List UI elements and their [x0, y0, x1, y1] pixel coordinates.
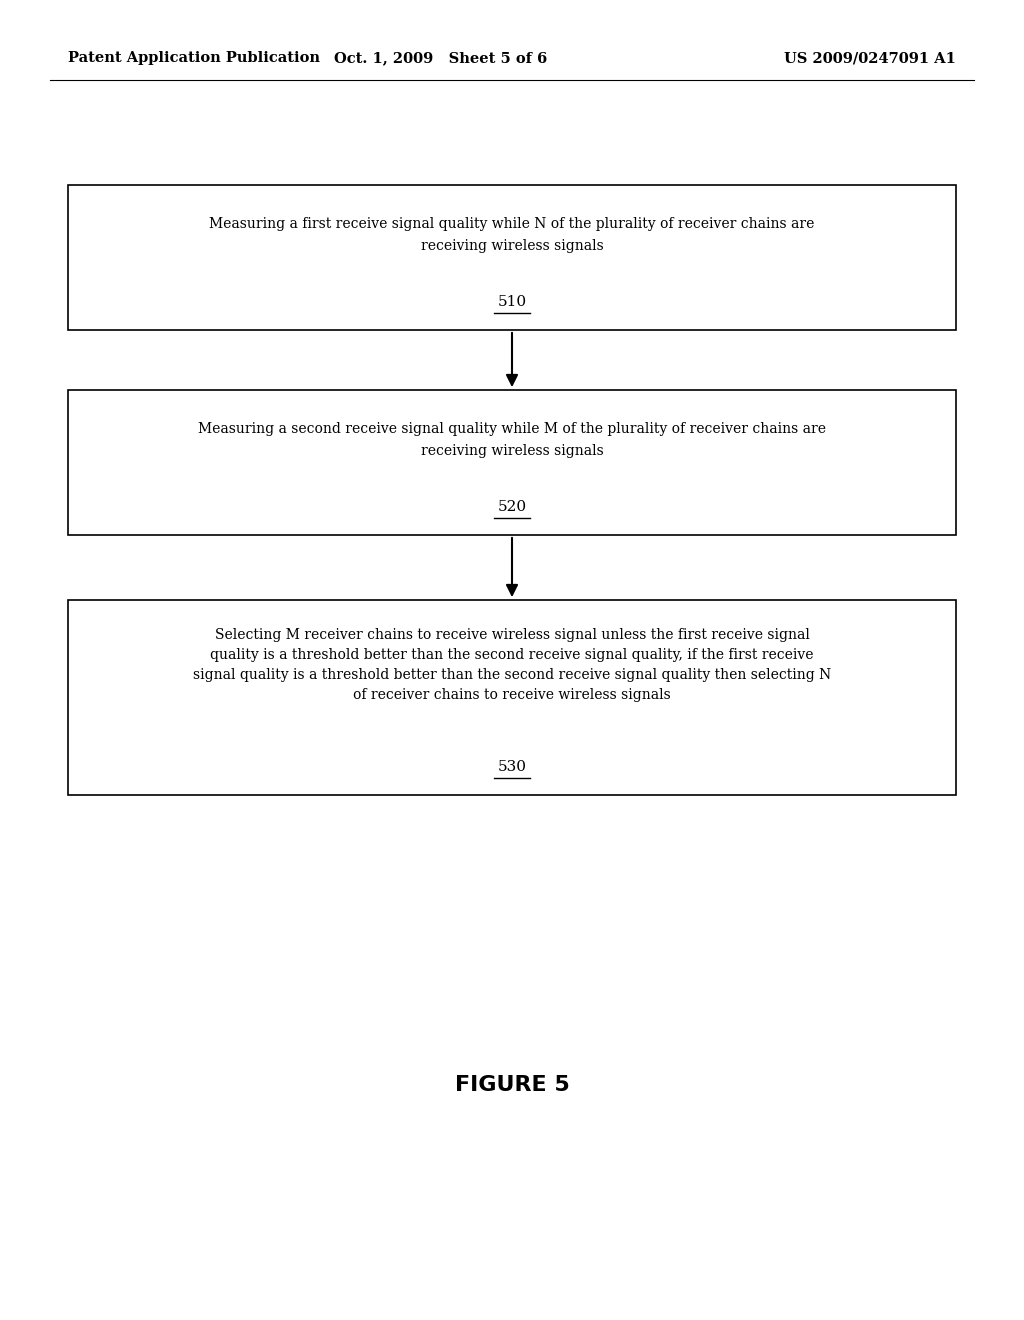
Bar: [68, 185, 956, 330]
Text: of receiver chains to receive wireless signals: of receiver chains to receive wireless s…: [353, 688, 671, 702]
Text: 520: 520: [498, 500, 526, 513]
Text: Oct. 1, 2009   Sheet 5 of 6: Oct. 1, 2009 Sheet 5 of 6: [334, 51, 547, 65]
Text: Selecting M receiver chains to receive wireless signal unless the first receive : Selecting M receiver chains to receive w…: [215, 628, 809, 642]
Text: FIGURE 5: FIGURE 5: [455, 1074, 569, 1096]
Text: Measuring a first receive signal quality while N of the plurality of receiver ch: Measuring a first receive signal quality…: [209, 216, 815, 231]
Text: 510: 510: [498, 294, 526, 309]
Text: receiving wireless signals: receiving wireless signals: [421, 444, 603, 458]
Text: Patent Application Publication: Patent Application Publication: [68, 51, 319, 65]
Bar: [68, 601, 956, 795]
Text: quality is a threshold better than the second receive signal quality, if the fir: quality is a threshold better than the s…: [210, 648, 814, 663]
Text: receiving wireless signals: receiving wireless signals: [421, 239, 603, 253]
Text: Measuring a second receive signal quality while M of the plurality of receiver c: Measuring a second receive signal qualit…: [198, 422, 826, 436]
Bar: [68, 389, 956, 535]
Text: 530: 530: [498, 760, 526, 774]
Text: US 2009/0247091 A1: US 2009/0247091 A1: [784, 51, 956, 65]
Text: signal quality is a threshold better than the second receive signal quality then: signal quality is a threshold better tha…: [193, 668, 831, 682]
